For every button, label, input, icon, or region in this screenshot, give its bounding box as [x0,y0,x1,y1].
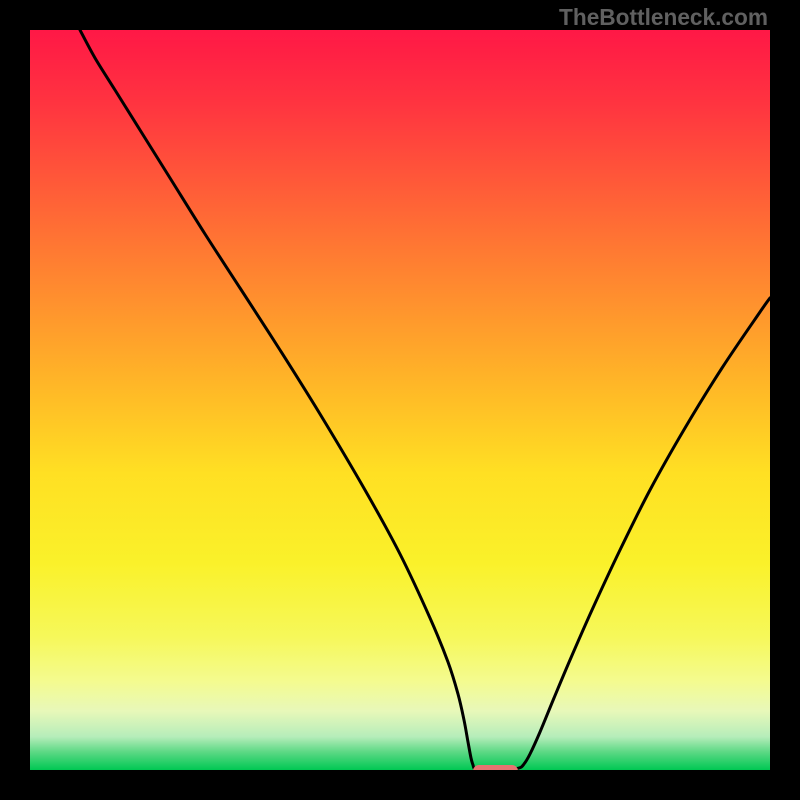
optimal-marker [473,765,518,770]
curve-path [80,30,770,770]
watermark-text: TheBottleneck.com [559,4,768,31]
plot-area [30,30,770,770]
bottleneck-curve [30,30,770,770]
